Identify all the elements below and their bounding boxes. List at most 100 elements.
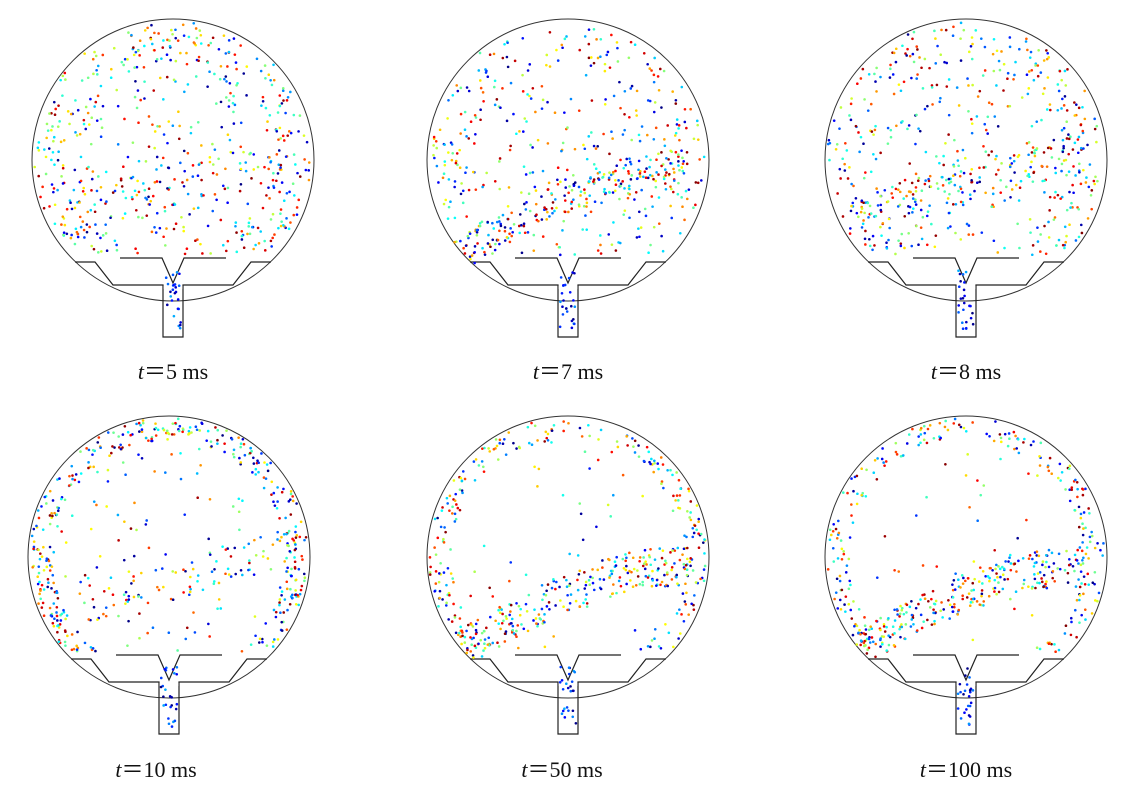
particle (481, 447, 484, 450)
particle (684, 189, 688, 193)
particle (226, 239, 230, 243)
particle (307, 169, 311, 172)
particle (910, 76, 913, 80)
particle (177, 429, 181, 433)
particle (677, 153, 680, 156)
particle (585, 197, 588, 201)
particle (971, 689, 975, 692)
particle (63, 498, 67, 502)
particle (565, 168, 569, 172)
particle (622, 566, 626, 570)
particle (601, 559, 604, 562)
particle (535, 213, 538, 217)
particle (292, 153, 296, 156)
particle (958, 272, 962, 276)
particle (464, 171, 467, 174)
particle (1071, 148, 1075, 151)
particle (1102, 542, 1105, 545)
particle (461, 631, 464, 634)
particle (649, 462, 652, 466)
particle (215, 560, 218, 563)
particle (109, 76, 113, 80)
particle (1046, 146, 1050, 150)
particle (929, 185, 933, 188)
particle (1014, 60, 1017, 64)
particle (221, 184, 225, 188)
particle (137, 595, 140, 598)
particle (111, 191, 115, 194)
particle (872, 153, 875, 156)
particle (1075, 559, 1079, 562)
particle (947, 78, 951, 81)
particle (961, 273, 965, 276)
particle (660, 556, 664, 560)
particle (562, 420, 565, 423)
particle (963, 579, 967, 583)
particle (1082, 168, 1085, 172)
particle (1037, 554, 1041, 558)
particle (650, 195, 654, 198)
particle (257, 242, 261, 245)
particle (208, 635, 211, 638)
particle (951, 596, 955, 599)
particle (452, 580, 455, 584)
particle (92, 72, 95, 76)
particle (1012, 154, 1016, 157)
particle (896, 613, 899, 616)
particle (625, 157, 629, 161)
particle (1081, 105, 1084, 109)
particle (951, 34, 955, 38)
baffle (913, 654, 1019, 682)
particle (1008, 45, 1012, 49)
particle (162, 39, 165, 42)
particle (560, 292, 564, 295)
particle (74, 473, 78, 476)
particle (1085, 546, 1089, 549)
particle (50, 158, 53, 162)
particle (135, 193, 139, 197)
particle (933, 29, 936, 33)
particle (295, 502, 298, 505)
particle (481, 465, 485, 469)
particle (692, 608, 696, 611)
particle (56, 158, 60, 162)
particle (59, 140, 63, 144)
particle (1077, 525, 1081, 529)
particle (568, 552, 571, 556)
particle (968, 704, 972, 708)
particle (938, 421, 942, 425)
particle (170, 453, 173, 456)
particle (482, 629, 486, 633)
particle (474, 622, 478, 626)
particle (562, 605, 565, 609)
particle (984, 150, 988, 153)
particle (997, 168, 1000, 172)
particle (429, 565, 432, 569)
particle (1020, 96, 1024, 99)
particle (115, 88, 119, 92)
particle (1078, 162, 1081, 166)
particle (133, 95, 137, 99)
particle (1016, 155, 1020, 159)
particle (667, 631, 671, 635)
particle (41, 528, 45, 531)
particle (233, 546, 237, 550)
particle (1032, 565, 1036, 568)
particle (525, 120, 528, 123)
particle (433, 546, 436, 549)
particle (89, 645, 93, 649)
particle (447, 618, 450, 621)
particle (893, 619, 897, 622)
particle (1065, 234, 1068, 238)
particle (1068, 557, 1071, 561)
particle (240, 234, 244, 238)
particle (124, 590, 128, 594)
particle (660, 580, 664, 584)
particle (247, 221, 251, 225)
particle (216, 428, 220, 432)
particle (599, 252, 603, 255)
particle (504, 615, 508, 618)
particle (980, 594, 983, 598)
particle (507, 186, 511, 189)
particle (160, 567, 164, 570)
